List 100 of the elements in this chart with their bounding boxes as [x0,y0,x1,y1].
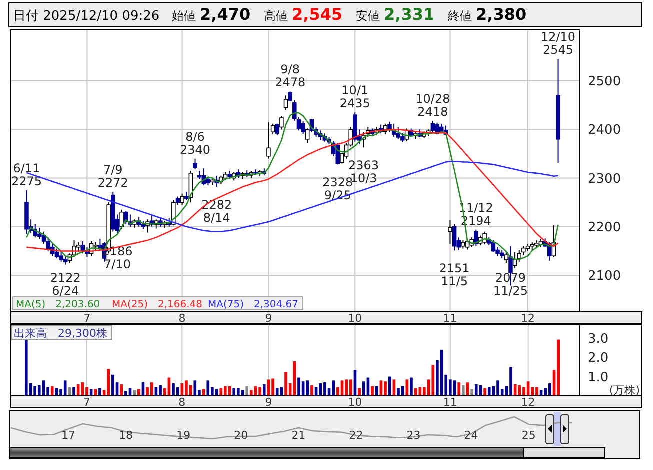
bar [518,385,522,396]
bar [150,382,154,396]
text: MA(25) 2,166.48 [112,300,203,310]
x-tick-label: 12 [521,312,536,325]
x-tick-label: 11 [443,396,458,409]
candlestick [305,128,310,144]
y-tick-label: 2400 [588,123,622,138]
x-tick-label: 10 [348,396,362,409]
bar [510,367,512,396]
annotation: 6/11 2275 [11,161,42,188]
x-tick-label: 11 [443,312,458,325]
y-tick-label: 2200 [588,220,622,236]
candlestick [474,229,478,247]
bar [194,380,197,396]
y-tick-label: 3.0 [588,332,609,347]
x-tick-label: 17 [62,429,76,442]
bar [246,386,248,396]
candlestick [301,120,306,136]
candlestick [435,122,440,136]
x-tick-label: 8 [178,312,186,325]
bar [94,389,98,396]
y-tick-label: 2500 [588,74,622,90]
bar [358,388,361,396]
bar [172,384,175,396]
x-tick-label: 8 [178,396,186,409]
bar [474,384,478,396]
text: 安値 2,331 [356,5,435,24]
bar [133,390,136,396]
y-tick-label: 2.0 [588,351,609,366]
candlestick [396,126,401,140]
bar [206,380,210,396]
annotation: 9/8 2478 [275,62,306,90]
candlestick [275,123,280,136]
x-tick-label: 22 [349,429,364,442]
candlestick [504,250,509,264]
candlestick [280,116,284,130]
annotation: 2151 11/5 [439,262,470,289]
bar [298,378,300,396]
bar [418,387,422,396]
bar [50,386,54,396]
y-axis-title: (万株) [609,384,640,397]
x-tick-label: 7 [83,396,90,409]
bar [462,385,465,396]
candlestick [430,120,436,133]
bar [124,391,128,396]
annotation: 12/10 2545 [540,30,576,58]
bar [332,380,336,396]
bar [25,340,28,396]
bar [458,382,460,396]
bar [159,385,162,396]
bar [220,388,223,396]
bar [319,384,322,396]
bar [120,384,123,396]
bar [284,372,288,396]
x-tick-label: 20 [234,429,248,442]
bar [107,369,110,396]
bar [310,385,314,396]
x-tick-label: 12 [521,396,536,409]
x-tick-label: 21 [292,429,306,442]
text: 始値 2,470 [172,5,251,24]
candlestick [54,248,60,260]
bar [388,376,392,396]
x-tick-label: 19 [176,429,191,442]
text: MA(75) 2,304.67 [208,300,299,310]
bar [488,387,491,396]
bar [371,386,374,396]
bar [362,382,366,396]
bar [432,365,435,396]
bar [64,380,67,396]
bar [137,389,140,396]
bar [98,388,102,396]
x-tick-label: 23 [406,429,421,442]
bar [470,389,474,396]
x-tick-label: 9 [265,312,272,325]
bar [185,380,188,396]
candlestick [448,220,452,244]
candlestick [270,123,276,136]
bar [81,382,84,396]
x-tick-label: 18 [119,429,134,442]
bar [384,382,387,396]
candlestick [266,122,271,160]
bar [484,388,486,396]
bar [262,384,266,396]
annotation: 2122 6/24 [50,271,81,298]
y-tick-label: 1.0 [588,370,609,386]
y-tick-label: 2300 [588,172,622,187]
text: 高値 2,545 [264,5,343,24]
y-tick-label: 2100 [588,269,622,284]
text: 終値 2,380 [447,5,527,24]
bar [375,386,378,396]
text: MA(5) 2,203.60 [16,300,100,310]
chart-title: 出来高 29,300株 [14,327,108,340]
bar [258,387,262,396]
bar [410,378,413,396]
bar [272,378,274,396]
candlestick [452,224,457,252]
bar [250,390,253,396]
candlestick [180,193,184,206]
annotation: 10/1 2435 [340,84,370,111]
bar [112,374,114,396]
